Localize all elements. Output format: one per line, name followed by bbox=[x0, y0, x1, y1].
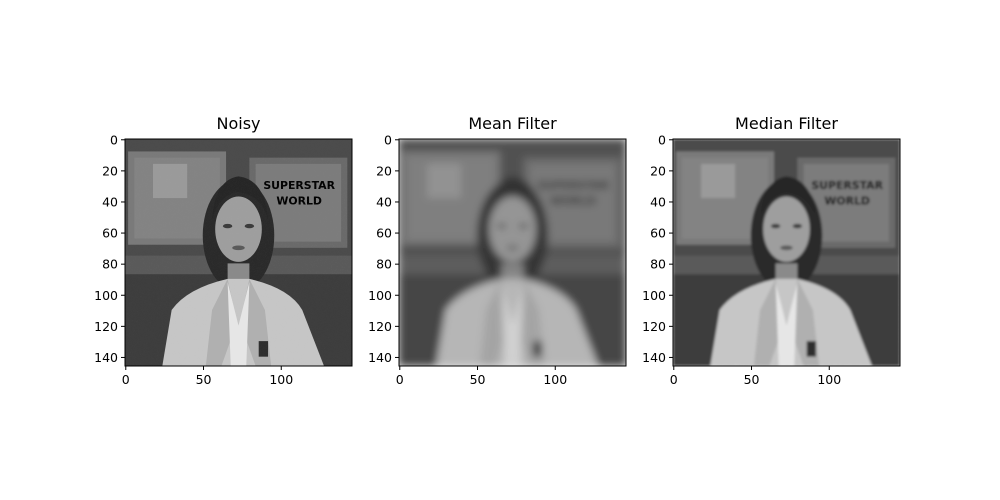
x-tick-label: 50 bbox=[744, 372, 760, 387]
y-tick-label: 120 bbox=[94, 319, 118, 334]
y-tick-label: 80 bbox=[102, 257, 118, 272]
x-tick-label: 0 bbox=[396, 372, 404, 387]
y-tick-label: 120 bbox=[368, 319, 392, 334]
x-tick-label: 0 bbox=[670, 372, 678, 387]
y-tick-label: 100 bbox=[642, 288, 666, 303]
y-tick-label: 100 bbox=[368, 288, 392, 303]
y-tick-label: 20 bbox=[650, 163, 666, 178]
y-tick-label: 140 bbox=[368, 350, 392, 365]
panel-median: Median Filter 0 50 100 0 20 40 60 80 100 120 140 bbox=[642, 114, 901, 387]
image-noisy bbox=[125, 139, 352, 366]
y-tick-label: 40 bbox=[650, 194, 666, 209]
x-tick-label: 100 bbox=[269, 372, 293, 387]
y-tick-label: 140 bbox=[94, 350, 118, 365]
axes-frame bbox=[124, 138, 353, 367]
axes-frame bbox=[398, 138, 627, 367]
y-tick-label: 0 bbox=[110, 132, 118, 147]
y-tick-label: 80 bbox=[650, 257, 666, 272]
axes-frame bbox=[672, 138, 901, 367]
y-tick-label: 20 bbox=[102, 163, 118, 178]
y-tick-label: 60 bbox=[102, 226, 118, 241]
y-tick-label: 80 bbox=[376, 257, 392, 272]
y-tick-label: 40 bbox=[102, 194, 118, 209]
y-tick-label: 20 bbox=[376, 163, 392, 178]
y-tick-label: 140 bbox=[642, 350, 666, 365]
y-tick-label: 0 bbox=[658, 132, 666, 147]
image-mean bbox=[399, 139, 626, 366]
y-tick-label: 120 bbox=[642, 319, 666, 334]
panel-title: Median Filter bbox=[735, 114, 838, 133]
panel-mean: Mean Filter 0 50 100 0 20 40 60 80 100 120 140 bbox=[368, 114, 627, 387]
x-tick-label: 50 bbox=[196, 372, 212, 387]
y-tick-label: 40 bbox=[376, 194, 392, 209]
y-tick-label: 60 bbox=[650, 226, 666, 241]
y-tick-label: 60 bbox=[376, 226, 392, 241]
x-tick-label: 50 bbox=[470, 372, 486, 387]
image-median bbox=[673, 139, 900, 366]
panel-title: Noisy bbox=[216, 114, 260, 133]
y-tick-label: 0 bbox=[384, 132, 392, 147]
x-tick-label: 100 bbox=[543, 372, 567, 387]
y-tick-label: 100 bbox=[94, 288, 118, 303]
panel-title: Mean Filter bbox=[468, 114, 557, 133]
x-tick-label: 100 bbox=[817, 372, 841, 387]
x-tick-label: 0 bbox=[122, 372, 130, 387]
panel-noisy: Noisy 0 50 100 0 20 40 60 80 100 120 140 bbox=[94, 114, 353, 387]
